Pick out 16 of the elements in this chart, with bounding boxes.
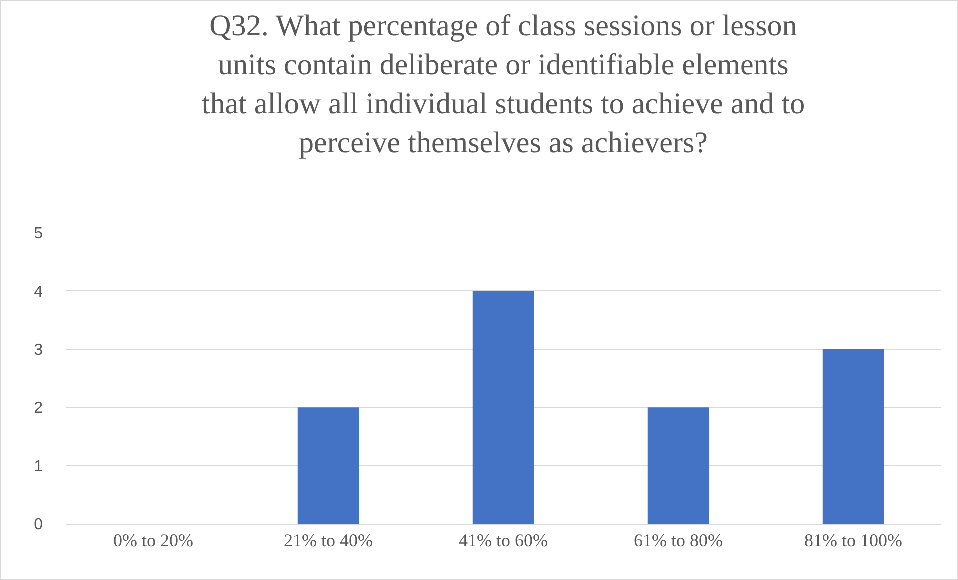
bar [472,291,534,524]
bar [648,408,710,524]
bar [822,349,884,524]
y-tick-label: 0 [34,516,44,534]
bar [298,408,360,524]
y-tick-label: 5 [34,226,44,243]
chart-title: Q32. What percentage of class sessions or lesson units contain deliberate or identifiable elements that allow all individual students to achieve and to perceive themselves as achievers? [202,10,806,160]
y-tick-label: 3 [34,342,44,359]
x-tick-label: 81% to 100% [804,530,902,551]
y-tick-label: 1 [34,458,44,476]
x-tick-label: 0% to 20% [114,530,194,551]
x-tick-label: 41% to 60% [459,530,548,551]
y-tick-label: 4 [34,284,44,301]
x-tick-label: 61% to 80% [634,530,723,551]
y-tick-label: 2 [34,400,44,418]
x-tick-label: 21% to 40% [284,530,373,551]
